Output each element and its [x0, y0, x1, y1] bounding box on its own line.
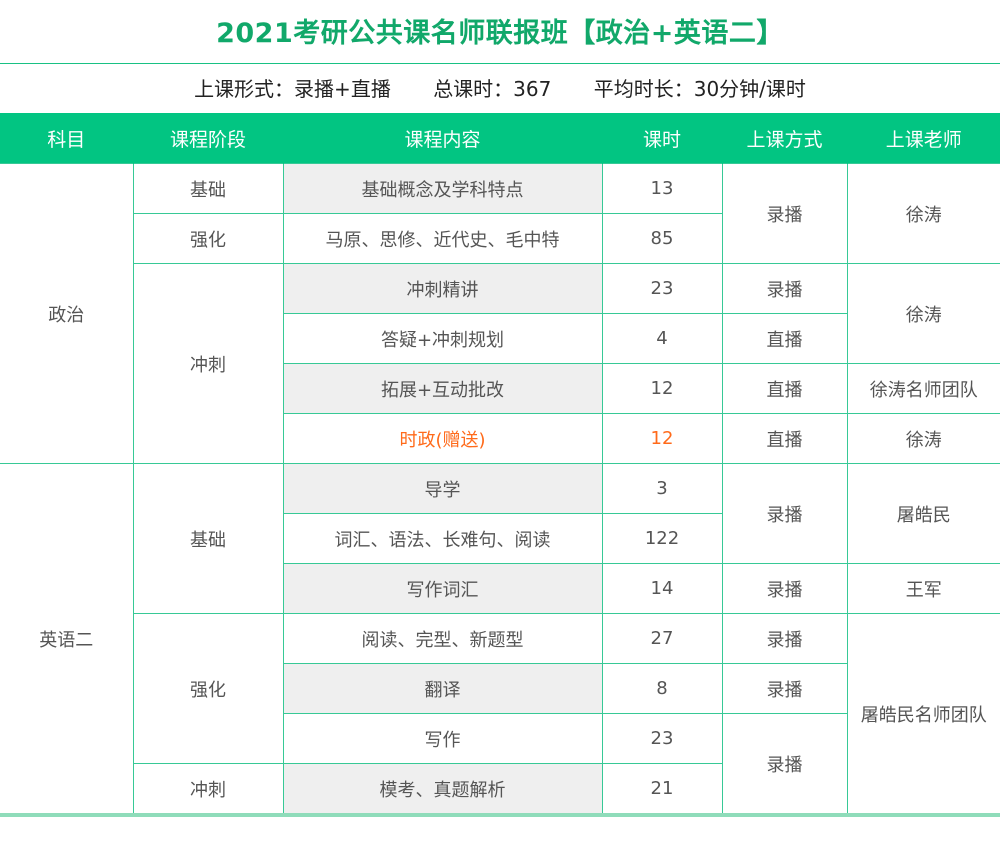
table-row: 拓展+互动批改 12 直播 徐涛名师团队 — [0, 363, 1000, 414]
table-row: 强化 阅读、完型、新题型 27 录播 屠皓民名师团队 — [0, 613, 1000, 814]
hours-cell: 23 — [601, 263, 723, 314]
table-row: 翻译 8 录播 — [0, 663, 1000, 714]
subject-cell: 英语二 — [0, 463, 134, 814]
hours-cell: 14 — [601, 563, 723, 614]
table-row: 答疑+冲刺规划 4 直播 — [0, 313, 1000, 364]
hours-cell: 85 — [601, 213, 722, 264]
method-cell: 录播 — [721, 263, 848, 314]
total-hours: 总课时：367 — [433, 77, 552, 101]
method-cell: 录播 — [721, 163, 848, 264]
stage-cell: 强化 — [133, 613, 284, 764]
header-hours: 课时 — [601, 113, 722, 164]
stage-cell: 基础 — [132, 463, 284, 614]
stage-cell: 强化 — [133, 213, 284, 264]
table-row: 强化 马原、思修、近代史、毛中特 85 — [0, 213, 1000, 264]
header-content: 课程内容 — [282, 113, 602, 164]
bottom-divider — [0, 813, 1000, 817]
header-stage: 课程阶段 — [132, 113, 283, 164]
table-row: 写作词汇 14 录播 王军 — [0, 563, 1000, 614]
method-cell: 直播 — [721, 313, 847, 364]
content-cell: 冲刺精讲 — [282, 263, 603, 314]
content-cell: 拓展+互动批改 — [283, 363, 603, 414]
method-cell: 录播 — [721, 563, 848, 614]
method-cell: 直播 — [721, 363, 848, 414]
table-row: 词汇、语法、长难句、阅读 122 — [0, 513, 1000, 564]
hours-cell: 3 — [601, 463, 723, 514]
course-info-bar: 上课形式：录播+直播 总课时：367 平均时长：30分钟/课时 — [0, 67, 1000, 112]
hours-cell: 27 — [601, 613, 723, 664]
subject-cell: 政治 — [0, 163, 134, 464]
content-cell: 词汇、语法、长难句、阅读 — [283, 513, 603, 564]
method-cell: 录播 — [721, 713, 847, 814]
content-cell: 阅读、完型、新题型 — [282, 613, 603, 664]
table-header-row: 科目 课程阶段 课程内容 课时 上课方式 上课老师 — [0, 113, 1000, 164]
hours-cell: 21 — [601, 763, 722, 814]
hours-cell: 122 — [601, 513, 722, 564]
teacher-cell: 徐涛名师团队 — [846, 363, 1000, 414]
stage-cell: 基础 — [132, 163, 284, 214]
table-row: 冲刺 模考、真题解析 21 — [0, 763, 1000, 814]
stage-cell: 冲刺 — [133, 763, 284, 814]
title-divider — [0, 63, 1000, 64]
content-cell-highlight: 时政(赠送) — [283, 413, 603, 464]
header-teacher: 上课老师 — [846, 113, 1000, 164]
method-cell: 录播 — [721, 463, 848, 564]
table-row: 时政(赠送) 12 直播 徐涛 — [0, 413, 1000, 464]
content-cell: 翻译 — [283, 663, 603, 714]
hours-cell: 4 — [601, 313, 723, 364]
stage-cell: 冲刺 — [133, 263, 284, 464]
content-cell: 写作词汇 — [283, 563, 603, 614]
hours-cell-highlight: 12 — [601, 413, 723, 464]
average-length: 平均时长：30分钟/课时 — [593, 77, 806, 101]
table-row: 冲刺 冲刺精讲 23 录播 徐涛 — [0, 263, 1000, 464]
page-title: 2021考研公共课名师联报班【政治+英语二】 — [216, 18, 784, 49]
method-cell: 录播 — [721, 613, 848, 664]
content-cell: 答疑+冲刺规划 — [283, 313, 603, 364]
method-cell: 直播 — [721, 413, 848, 464]
teacher-cell: 徐涛 — [846, 163, 1000, 264]
content-cell: 写作 — [283, 713, 603, 764]
course-schedule-table: 科目 课程阶段 课程内容 课时 上课方式 上课老师 政治 基础 基础概念及学科特… — [0, 113, 1000, 814]
hours-cell: 12 — [601, 363, 723, 414]
teacher-cell: 徐涛 — [846, 263, 1000, 364]
hours-cell: 13 — [601, 163, 723, 214]
header-subject: 科目 — [0, 113, 133, 164]
course-mode: 上课形式：录播+直播 — [194, 77, 391, 101]
hours-cell: 8 — [601, 663, 723, 714]
teacher-cell: 王军 — [846, 563, 1000, 614]
content-cell: 导学 — [282, 463, 603, 514]
content-cell: 模考、真题解析 — [282, 763, 603, 814]
table-row: 写作 23 录播 — [0, 713, 1000, 814]
method-cell: 录播 — [721, 663, 847, 714]
teacher-cell: 屠皓民 — [846, 463, 1000, 564]
hours-cell: 23 — [601, 713, 723, 764]
teacher-cell: 屠皓民名师团队 — [846, 613, 1000, 814]
content-cell: 基础概念及学科特点 — [282, 163, 603, 214]
teacher-cell: 徐涛 — [846, 413, 1000, 464]
content-cell: 马原、思修、近代史、毛中特 — [282, 213, 603, 264]
table-row: 英语二 基础 导学 3 录播 屠皓民 — [0, 463, 1000, 814]
table-row: 政治 基础 基础概念及学科特点 13 录播 徐涛 — [0, 163, 1000, 464]
header-method: 上课方式 — [721, 113, 847, 164]
